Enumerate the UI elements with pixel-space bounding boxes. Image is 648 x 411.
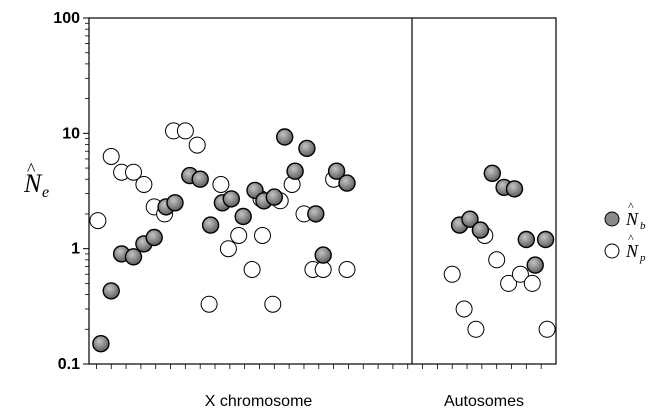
np-point bbox=[188, 136, 206, 154]
np-point bbox=[230, 227, 248, 244]
nb-point bbox=[166, 194, 184, 212]
legend-np-hat: ^ bbox=[628, 231, 634, 245]
nb-point bbox=[191, 170, 209, 188]
nb-point bbox=[92, 335, 110, 353]
nb-point bbox=[201, 216, 220, 234]
legend-nb-symbol: N bbox=[625, 209, 639, 229]
legend-open-marker bbox=[604, 243, 620, 259]
legend-entry-np: N ^ p bbox=[604, 231, 646, 264]
legend-filled-marker bbox=[604, 211, 620, 227]
np-point bbox=[500, 274, 518, 292]
np-point bbox=[254, 227, 271, 244]
np-point bbox=[511, 265, 529, 283]
nb-point bbox=[276, 128, 294, 146]
np-point bbox=[338, 261, 356, 278]
np-point bbox=[443, 265, 461, 283]
np-point bbox=[523, 274, 541, 292]
nb-point bbox=[338, 174, 356, 192]
nb-point bbox=[222, 190, 241, 208]
nb-point bbox=[536, 230, 555, 249]
np-point bbox=[264, 295, 282, 313]
plot-border bbox=[88, 17, 557, 365]
nb-point bbox=[145, 228, 163, 247]
nb-point bbox=[286, 162, 304, 180]
x-group-label-autosomes: Autosomes bbox=[444, 393, 524, 410]
nb-point bbox=[526, 256, 544, 274]
np-point bbox=[455, 300, 473, 318]
nb-point bbox=[505, 180, 524, 198]
np-point bbox=[212, 176, 230, 193]
x-group-label-x-chromosome: X chromosome bbox=[205, 393, 313, 410]
y-tick-label: 0.1 bbox=[58, 356, 80, 373]
nb-point bbox=[102, 282, 120, 300]
nb-point bbox=[234, 207, 252, 226]
y-axis-label-symbol: N bbox=[23, 169, 43, 198]
np-point bbox=[314, 261, 332, 278]
np-point bbox=[488, 251, 506, 269]
nb-point bbox=[265, 188, 283, 206]
np-point bbox=[200, 295, 218, 313]
y-tick-label: 10 bbox=[62, 125, 80, 142]
np-point bbox=[125, 163, 142, 181]
np-point bbox=[219, 240, 237, 258]
y-axis-label: N ^ e bbox=[23, 159, 49, 201]
nb-point bbox=[461, 210, 479, 228]
np-point bbox=[538, 320, 556, 338]
nb-point bbox=[517, 230, 535, 249]
nb-point bbox=[314, 246, 332, 264]
legend-nb-subscript: b bbox=[640, 220, 646, 232]
y-tick-label: 1 bbox=[71, 241, 80, 258]
np-point bbox=[102, 148, 120, 165]
np-point bbox=[467, 320, 485, 338]
legend-nb-hat: ^ bbox=[628, 199, 634, 213]
y-axis-label-subscript: e bbox=[42, 184, 49, 201]
y-axis: 0.1 1 10 100 bbox=[53, 10, 89, 373]
nb-point bbox=[483, 164, 501, 183]
nb-point bbox=[471, 221, 490, 239]
y-axis-label-hat: ^ bbox=[27, 159, 36, 179]
data-points bbox=[89, 122, 556, 353]
plot-frame bbox=[88, 17, 557, 365]
nb-point bbox=[124, 248, 143, 266]
nb-point bbox=[327, 162, 346, 180]
x-axis: X chromosome Autosomes bbox=[96, 364, 542, 410]
legend-entry-nb: N ^ b bbox=[604, 199, 646, 232]
legend-np-symbol: N bbox=[625, 241, 639, 261]
np-point bbox=[243, 261, 261, 278]
legend: N ^ b N ^ p bbox=[604, 199, 646, 264]
np-point bbox=[89, 212, 107, 230]
legend-np-subscript: p bbox=[639, 252, 646, 264]
nb-point bbox=[298, 139, 316, 158]
nb-point bbox=[307, 205, 325, 223]
np-point bbox=[135, 176, 153, 193]
y-tick-label: 100 bbox=[53, 10, 80, 27]
np-point bbox=[176, 122, 194, 140]
